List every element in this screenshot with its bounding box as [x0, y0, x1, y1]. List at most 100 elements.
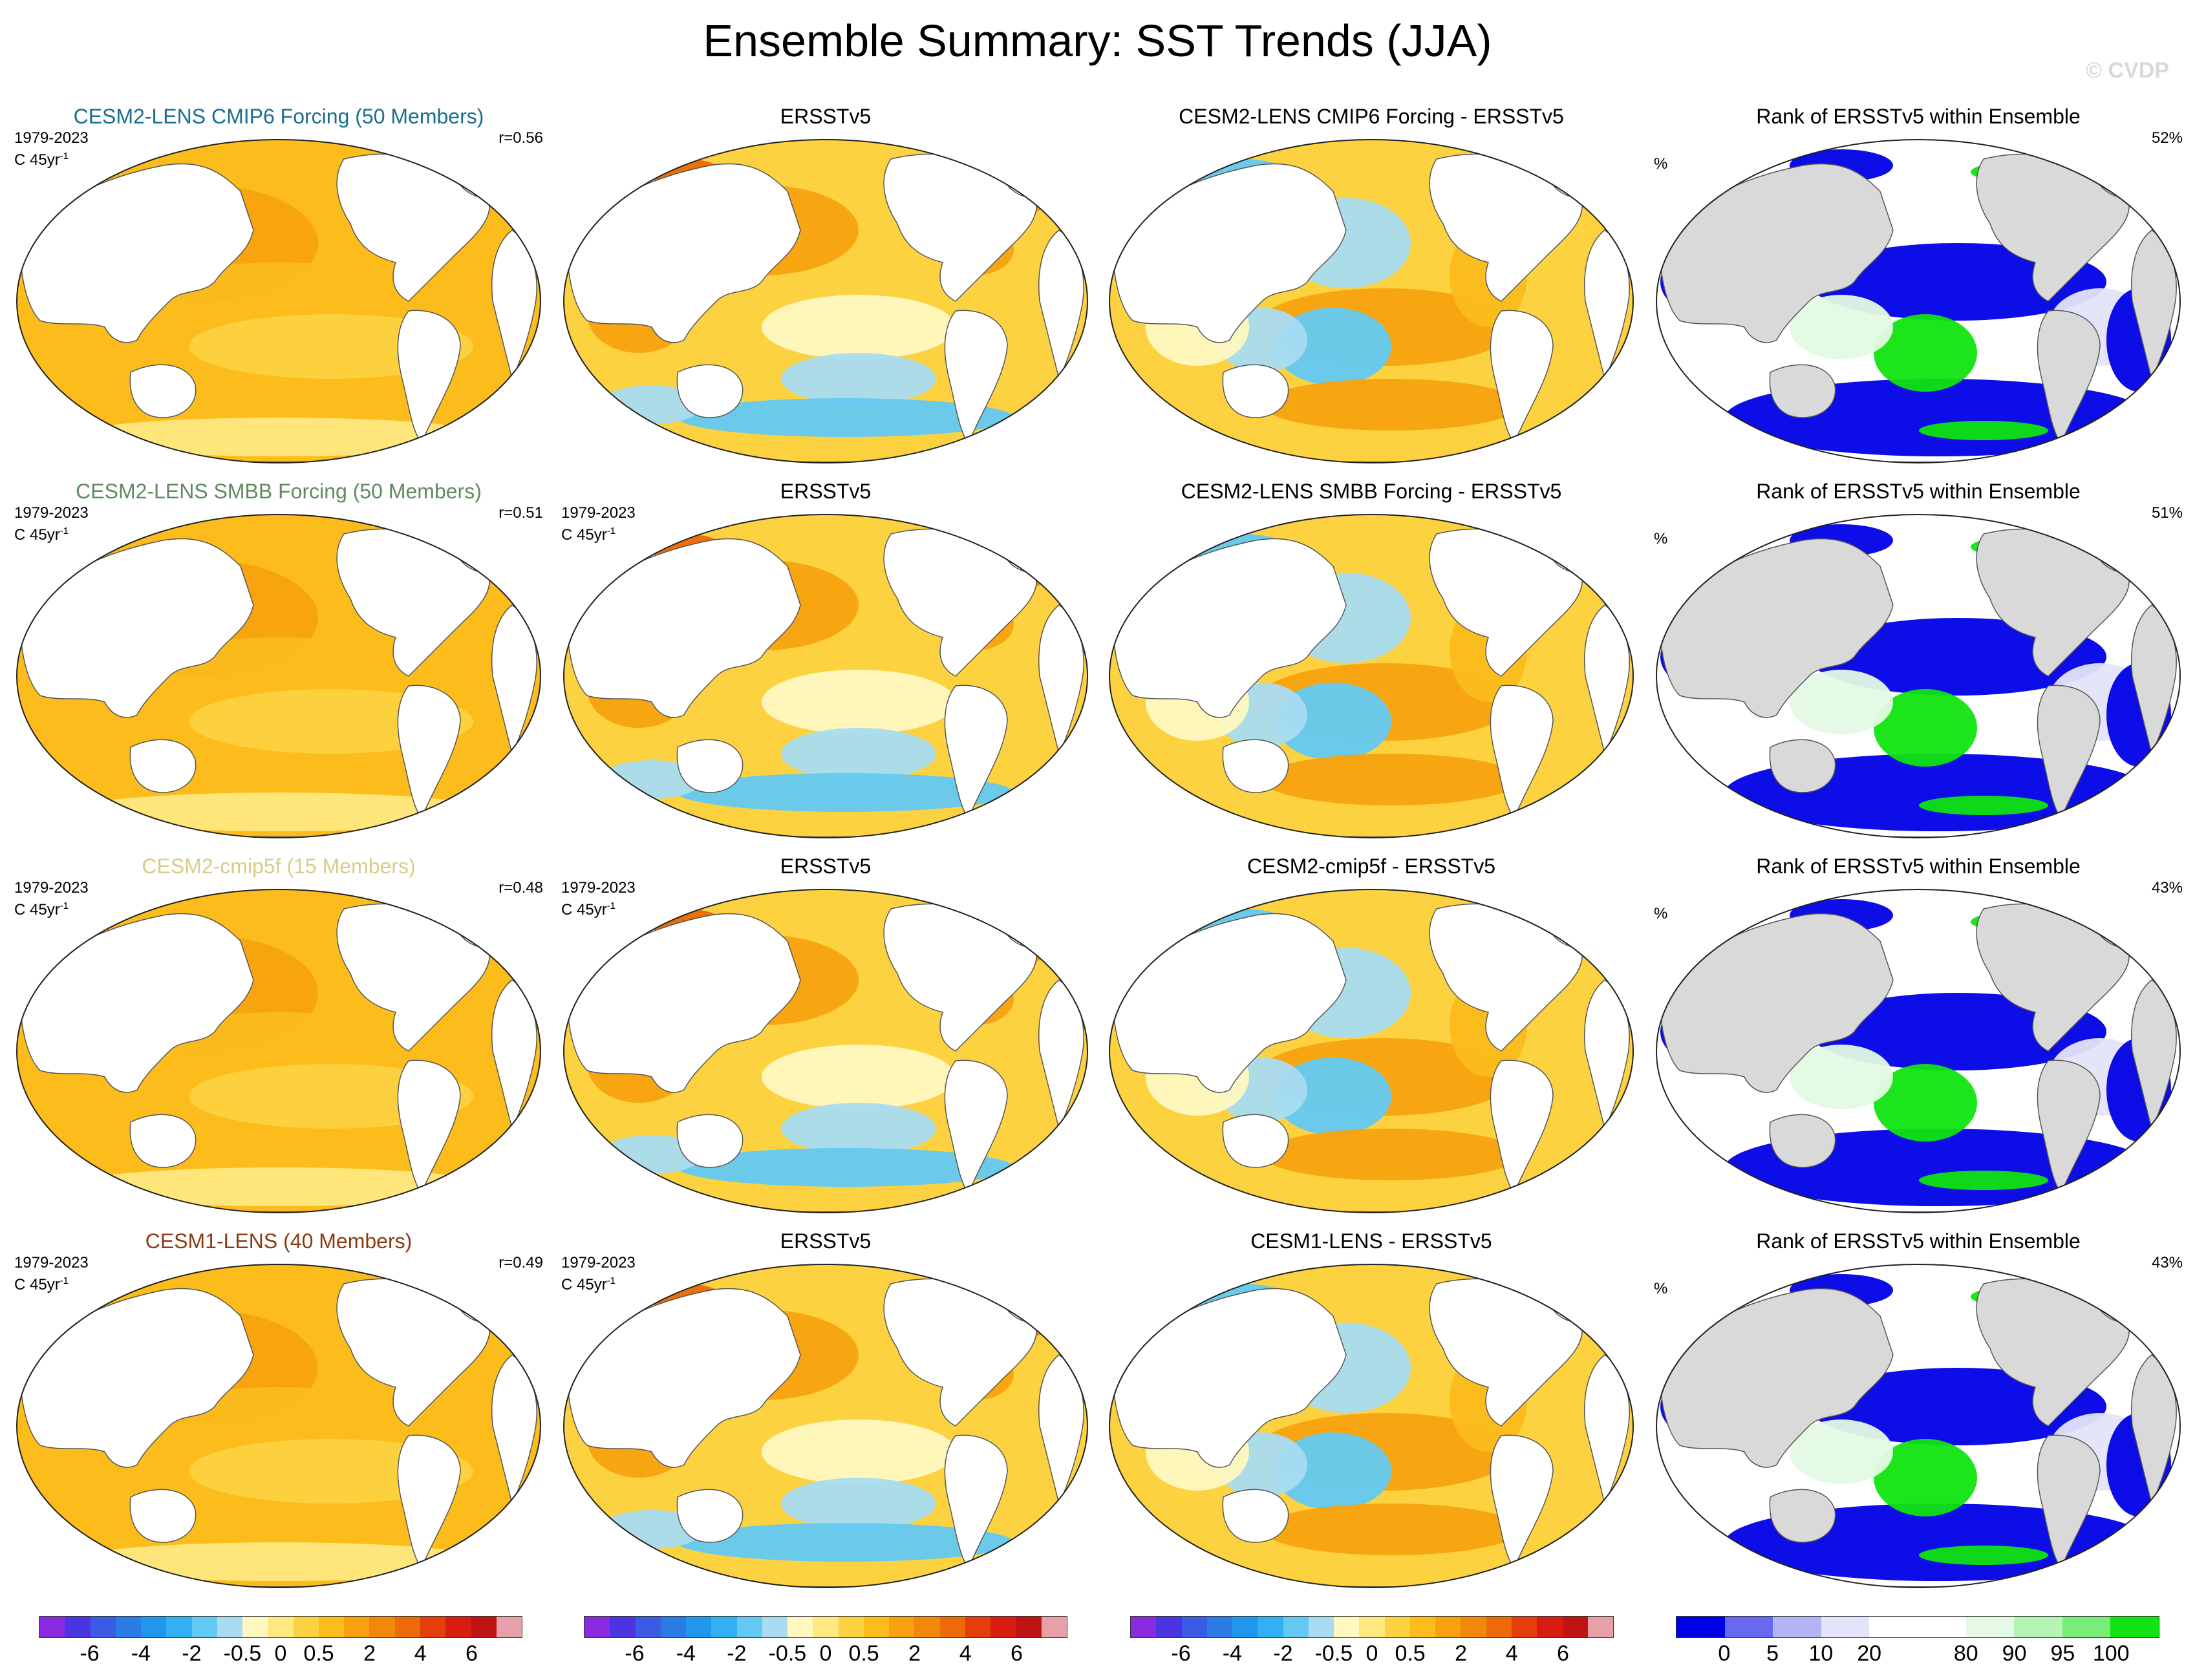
colorbar-swatch — [1511, 1617, 1537, 1637]
diff-panel-row-2: CESM2-LENS SMBB Forcing - ERSSTv5 — [1100, 478, 1642, 847]
colorbar-swatch — [965, 1617, 991, 1637]
colorbar-swatch — [711, 1617, 737, 1637]
trend-anomaly-region — [781, 1103, 936, 1154]
colorbar-tick-label: 6 — [1556, 1641, 1569, 1666]
colorbar-tick-label: 80 — [1953, 1641, 1978, 1666]
model-panel-row-1: CESM2-LENS CMIP6 Forcing (50 Members) 197… — [8, 103, 550, 472]
rank-panel-row-1: Rank of ERSSTv5 within Ensemble% 52% — [1647, 103, 2189, 472]
page-title: Ensemble Summary: SST Trends (JJA) — [703, 16, 1492, 66]
period-label: 1979-2023 — [561, 504, 636, 522]
units-text: C 45yr — [561, 526, 607, 544]
units-exponent: -1 — [59, 1275, 69, 1286]
colorbar-swatch — [268, 1617, 294, 1637]
units-text: C 45yr — [14, 526, 60, 544]
rank-panel-row-2: Rank of ERSSTv5 within Ensemble% 51% — [1647, 478, 2189, 847]
colorbar-swatch — [1041, 1617, 1067, 1637]
rank-percent: 52% — [2151, 129, 2183, 147]
trend-anomaly-region — [678, 1148, 1014, 1187]
landmass-eurasia — [1660, 1288, 1894, 1468]
colorbar-swatches — [584, 1616, 1067, 1638]
colorbar-tick-labels: -6 -4 -2 -0.5 0 0.5 2 4 6 — [584, 1638, 1067, 1666]
trend-anomaly-region — [1790, 1419, 1893, 1484]
landmass-eurasia — [567, 1288, 801, 1468]
landmass-eurasia — [1660, 913, 1894, 1093]
rank-panel-row-4: Rank of ERSSTv5 within Ensemble% 43% — [1647, 1228, 2189, 1597]
model-title: CESM2-LENS SMBB Forcing (50 Members) — [76, 480, 482, 503]
units-label: C 45yr-1 — [561, 522, 636, 544]
landmass-australia — [1222, 739, 1289, 793]
observation-title: ERSSTv5 — [780, 855, 872, 878]
colorbar-swatch — [1435, 1617, 1461, 1637]
obs-panel-row-4: ERSSTv5 1979-2023 C 45yr-1 — [555, 1228, 1097, 1597]
colorbar-tick-label: -6 — [625, 1641, 645, 1666]
period-units-label: 1979-2023 C 45yr-1 — [14, 129, 89, 169]
trend-anomaly-region — [1919, 1171, 2048, 1190]
colorbar-swatch — [914, 1617, 940, 1637]
colorbar-swatch — [471, 1617, 497, 1637]
rank-title: Rank of ERSSTv5 within Ensemble — [1756, 480, 2081, 503]
units-exponent: -1 — [606, 900, 616, 911]
colorbar-tick-label: -6 — [1171, 1641, 1191, 1666]
model-map — [16, 139, 541, 463]
landmass-australia — [129, 1114, 197, 1168]
units-text: C 45yr — [561, 901, 607, 919]
model-title: CESM2-LENS CMIP6 Forcing (50 Members) — [73, 105, 484, 128]
pattern-correlation: r=0.48 — [498, 879, 543, 897]
trend-anomaly-region — [1874, 1439, 1977, 1516]
trend-anomaly-region — [66, 792, 493, 831]
colorbar-tick-labels: 0 5 10 20 80 90 95 100 — [1676, 1638, 2159, 1666]
landmass-australia — [676, 1114, 744, 1168]
colorbar-tick-label: 5 — [1766, 1641, 1779, 1666]
colorbar-tick-labels: -6 -4 -2 -0.5 0 0.5 2 4 6 — [1130, 1638, 1614, 1666]
trend-anomaly-region — [1809, 993, 2106, 1070]
diff-map — [1109, 1264, 1634, 1588]
colorbar-swatch — [736, 1617, 762, 1637]
trend-anomaly-region — [1262, 1129, 1521, 1180]
map-border — [1109, 139, 1634, 463]
rank-map — [1656, 889, 2181, 1213]
observation-title: ERSSTv5 — [780, 480, 872, 503]
period-label: 1979-2023 — [561, 1254, 636, 1271]
diff-map — [1109, 514, 1634, 838]
trend-anomaly-region — [1809, 243, 2106, 321]
colorbar-tick-label: 0 — [819, 1641, 832, 1666]
rank-map — [1656, 1264, 2181, 1588]
obs-map — [563, 1264, 1088, 1588]
units-exponent: -1 — [606, 526, 616, 537]
colorbar-tick-label: 0 — [1365, 1641, 1378, 1666]
map-border — [563, 514, 1088, 838]
landmass-eurasia — [20, 538, 254, 718]
map-border — [1656, 139, 2181, 463]
model-title: CESM1-LENS (40 Members) — [145, 1229, 412, 1253]
trend-anomaly-region — [781, 353, 936, 405]
landmass-eurasia — [567, 913, 801, 1093]
trend-anomaly-region — [1919, 1546, 2048, 1565]
landmass-australia — [1222, 1114, 1289, 1168]
colorbar-swatches — [1676, 1616, 2159, 1638]
colorbar-swatch — [889, 1617, 915, 1637]
colorbar-swatch — [1917, 1617, 1966, 1637]
colorbar-tick-labels: -6 -4 -2 -0.5 0 0.5 2 4 6 — [39, 1638, 522, 1666]
colorbar-tick-label: 0 — [274, 1641, 287, 1666]
colorbar-swatch — [65, 1617, 91, 1637]
period-units-label: 1979-2023 C 45yr-1 — [14, 504, 89, 544]
colorbar-tick-label: -0.5 — [223, 1641, 262, 1666]
landmass-eurasia — [1113, 913, 1347, 1093]
landmass-greenland — [1007, 906, 1055, 948]
colorbar-swatch — [610, 1617, 636, 1637]
colorbar-swatch — [1486, 1617, 1512, 1637]
colorbar-tick-label: 6 — [1010, 1641, 1023, 1666]
landmass-eurasia — [567, 163, 801, 343]
trend-anomaly-region — [1275, 1058, 1391, 1135]
colorbar-swatch — [1562, 1617, 1588, 1637]
landmass-greenland — [460, 906, 508, 948]
units-text: C 45yr — [561, 1276, 607, 1293]
colorbar-tick-label: 0.5 — [848, 1641, 879, 1666]
diff-panel-row-3: CESM2-cmip5f - ERSSTv5 — [1100, 853, 1642, 1222]
trend-anomaly-region — [1275, 308, 1391, 385]
colorbar-swatch — [90, 1617, 116, 1637]
colorbar-tick-label: -0.5 — [1314, 1641, 1353, 1666]
trend-anomaly-region — [678, 773, 1014, 812]
landmass-eurasia — [20, 1288, 254, 1468]
obs-panel-row-1: ERSSTv5 — [555, 103, 1097, 472]
